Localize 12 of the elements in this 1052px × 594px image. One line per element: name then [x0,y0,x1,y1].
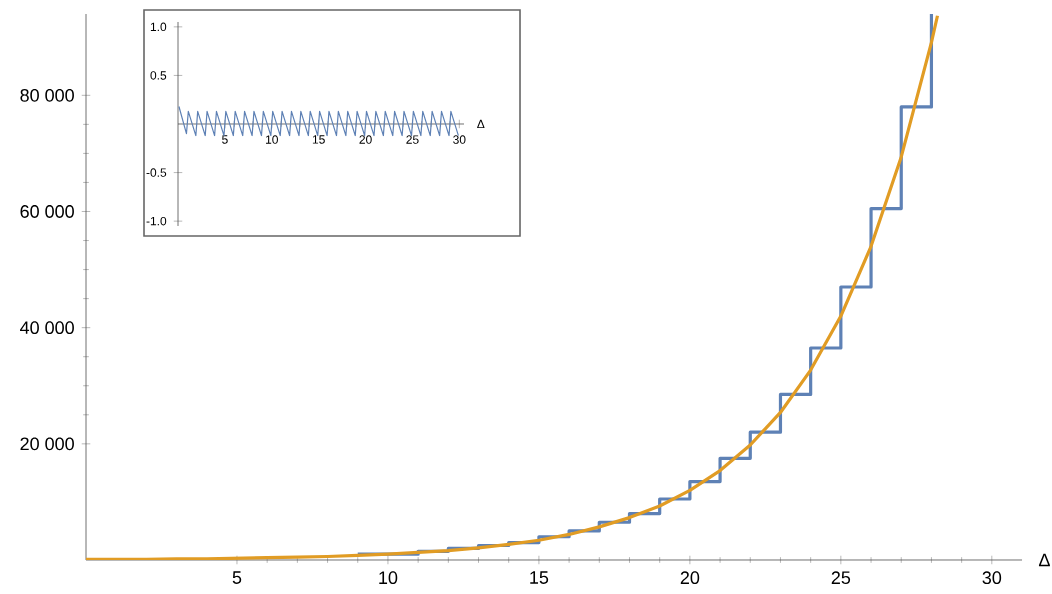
x-tick-label: 20 [680,571,700,585]
x-tick-label: 10 [379,571,398,585]
y-tick-label: 80 000 [20,88,74,102]
x-tick-label: 25 [831,571,851,585]
x-axis-title: Δ [1038,553,1050,567]
x-tick-label: 30 [982,571,1002,585]
x-tick-label: 5 [232,571,242,584]
y-tick-label: 20 000 [20,437,74,451]
x-tick-label: 15 [530,571,549,584]
y-tick-label: 40 000 [20,321,74,335]
line-series [178,105,459,137]
y-tick-label: 60 000 [20,205,74,218]
